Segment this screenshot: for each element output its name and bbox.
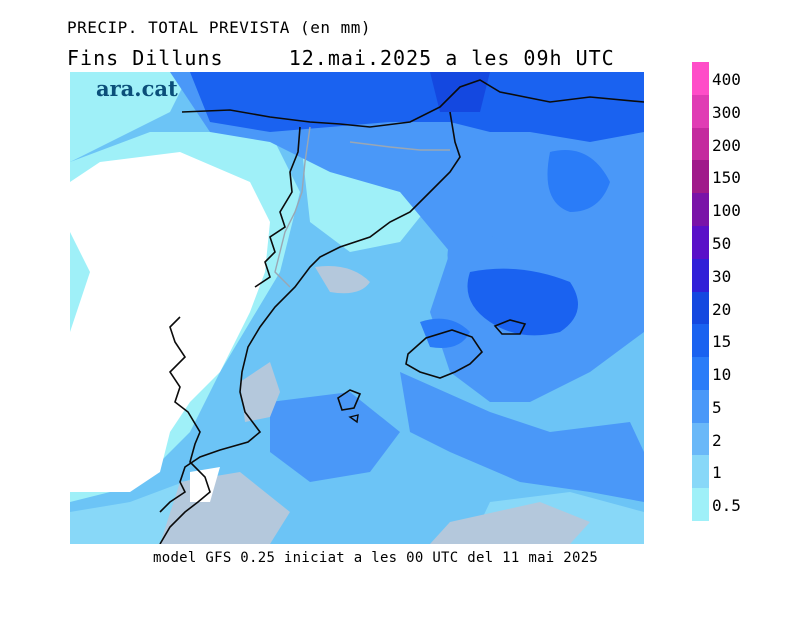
legend-swatch (692, 422, 709, 456)
legend-swatch (692, 488, 709, 522)
legend-label: 10 (712, 365, 732, 385)
precip-area-light (70, 72, 190, 162)
precip-area-medium (400, 372, 644, 502)
island-ibiza (337, 389, 362, 411)
legend-label: 30 (712, 266, 732, 286)
legend-label: 150 (712, 168, 741, 188)
legend-swatch (692, 127, 709, 161)
legend-swatch (692, 225, 709, 260)
precip-area-grey (240, 362, 280, 422)
legend-label: 50 (712, 233, 732, 253)
precip-area-heavy (420, 318, 470, 348)
chart-title: PRECIP. TOTAL PREVISTA (en mm) (67, 18, 371, 37)
legend-swatch (692, 193, 709, 227)
land-dry-area (190, 467, 220, 502)
border-line (159, 316, 211, 544)
legend-swatch (692, 62, 709, 96)
legend-swatch (692, 160, 709, 194)
legend-swatch (692, 258, 709, 292)
legend-swatch (692, 291, 709, 325)
precip-area-medium (447, 234, 510, 278)
legend-label: 5 (712, 397, 722, 417)
legend-label: 2 (712, 430, 722, 450)
precip-area-grey (430, 502, 590, 544)
precip-area-grey (315, 266, 370, 294)
color-legend-bar (692, 62, 709, 522)
regional-border (349, 141, 450, 151)
legend-label: 0.5 (712, 496, 741, 516)
legend-swatch (692, 389, 709, 424)
legend-label: 20 (712, 299, 732, 319)
forecast-valid-time: Fins Dilluns 12.mai.2025 a les 09h UTC (67, 46, 615, 70)
model-info-footer: model GFS 0.25 iniciat a les 00 UTC del … (153, 550, 599, 566)
legend-label: 200 (712, 135, 741, 155)
island-menorca (493, 319, 527, 335)
legend-label: 400 (712, 70, 741, 90)
regional-border (274, 126, 311, 288)
border-line (254, 126, 301, 288)
legend-swatch (692, 324, 709, 358)
precip-area-heavy (190, 72, 644, 142)
legend-swatch (692, 94, 709, 129)
legend-swatch (692, 357, 709, 391)
legend-label: 300 (712, 102, 741, 122)
precipitation-map (70, 72, 644, 544)
coastline (181, 79, 644, 128)
precip-area-heavy (467, 268, 578, 336)
ara-cat-logo: ara.cat (96, 76, 178, 101)
legend-label: 1 (712, 463, 722, 483)
legend-label: 100 (712, 201, 741, 221)
precip-area-heavy (430, 72, 490, 112)
land-dry-area (70, 152, 270, 492)
legend-swatch (692, 455, 709, 489)
island-mallorca (405, 329, 484, 379)
precip-area-medium (270, 392, 400, 482)
coastline (159, 111, 461, 513)
legend-label: 15 (712, 332, 732, 352)
precip-area-heavy (547, 150, 610, 212)
island-formentera (348, 414, 359, 424)
